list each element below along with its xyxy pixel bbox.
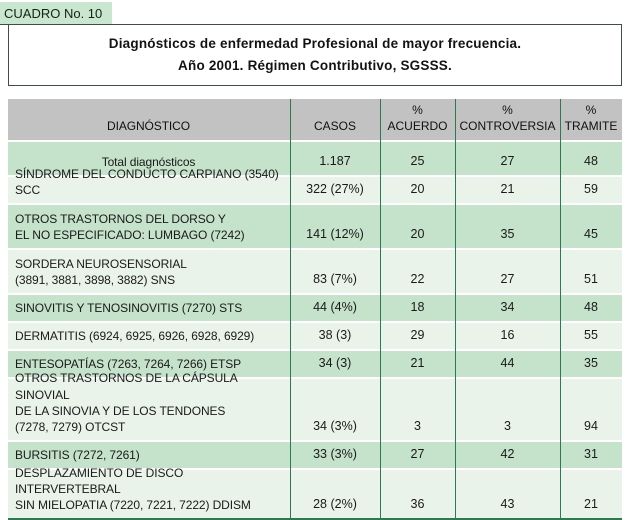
acuerdo-cell: 27	[410, 447, 425, 462]
acuerdo-cell: 29	[410, 328, 425, 343]
column-header-acuerdo: % ACUERDO	[387, 102, 448, 133]
diagnosis-cell: OTROS TRASTORNOS DE LA CÁPSULA SINOVIAL …	[15, 371, 237, 434]
acuerdo-cell: 3	[414, 419, 421, 434]
column-header-diagnostico: DIAGNÓSTICO	[107, 119, 190, 133]
tramite-cell: 21	[584, 497, 598, 512]
frequency-table: DIAGNÓSTICO CASOS % ACUERDO % CONTROVERS…	[8, 99, 622, 520]
table-row: Total diagnósticos 1.187 25 27 48	[8, 142, 622, 176]
diagnosis-cell: SORDERA NEUROSENSORIAL (3891, 3881, 3898…	[15, 256, 187, 287]
title-box: Diagnósticos de enfermedad Profesional d…	[8, 25, 622, 87]
controversia-cell: 21	[500, 182, 515, 197]
casos-cell: 34 (3)	[318, 356, 352, 371]
acuerdo-cell: 25	[410, 154, 425, 169]
controversia-cell: 3	[504, 419, 511, 434]
diagnosis-cell: Total diagnósticos	[101, 155, 196, 169]
diagnosis-cell: DESPLAZAMIENTO DE DISCO INTERVERTEBRAL S…	[15, 465, 251, 512]
controversia-cell: 34	[500, 300, 515, 315]
column-divider	[380, 99, 381, 519]
acuerdo-cell: 20	[410, 227, 425, 242]
casos-cell: 28 (2%)	[313, 497, 357, 512]
tramite-cell: 31	[584, 447, 598, 462]
diagnosis-cell: SÍNDROME DEL CONDUCTO CARPIANO (3540) SC…	[15, 167, 279, 197]
tramite-cell: 59	[584, 182, 598, 197]
acuerdo-cell: 21	[410, 356, 425, 371]
table-row: ENTESOPATÍAS (7263, 7264, 7266) ETSP 34 …	[8, 351, 622, 378]
controversia-cell: 16	[500, 328, 515, 343]
casos-cell: 1.187	[319, 154, 351, 169]
table-row: DERMATITIS (6924, 6925, 6926, 6928, 6929…	[8, 323, 622, 350]
title-line-1: Diagnósticos de enfermedad Profesional d…	[108, 36, 522, 51]
tramite-cell: 51	[584, 272, 598, 287]
column-header-tramite: % TRAMITE	[564, 102, 618, 133]
controversia-cell: 27	[500, 154, 515, 169]
table-row: SINOVITIS Y TENOSINOVITIS (7270) STS 44 …	[8, 295, 622, 322]
controversia-cell: 27	[500, 272, 515, 287]
tramite-cell: 94	[584, 419, 598, 434]
title-line-2: Año 2001. Régimen Contributivo, SGSSS.	[178, 57, 452, 73]
acuerdo-cell: 18	[410, 300, 425, 315]
tramite-cell: 48	[584, 300, 598, 315]
diagnosis-cell: ENTESOPATÍAS (7263, 7264, 7266) ETSP	[15, 357, 242, 371]
tramite-cell: 55	[584, 328, 598, 343]
column-header-controversia: % CONTROVERSIA	[459, 102, 556, 133]
column-divider	[455, 99, 456, 519]
casos-cell: 83 (7%)	[313, 272, 357, 287]
acuerdo-cell: 22	[410, 272, 425, 287]
diagnosis-cell: OTROS TRASTORNOS DEL DORSO Y EL NO ESPEC…	[15, 211, 245, 242]
casos-cell: 322 (27%)	[306, 182, 364, 197]
controversia-cell: 35	[500, 227, 515, 242]
table-header-row: DIAGNÓSTICO CASOS % ACUERDO % CONTROVERS…	[8, 99, 622, 141]
casos-cell: 38 (3)	[318, 328, 352, 343]
table-row: DESPLAZAMIENTO DE DISCO INTERVERTEBRAL S…	[8, 465, 622, 519]
column-divider	[560, 99, 561, 519]
table-row: OTROS TRASTORNOS DE LA CÁPSULA SINOVIAL …	[8, 371, 622, 441]
diagnosis-cell: BURSITIS (7272, 7261)	[15, 448, 140, 462]
diagnosis-cell: DERMATITIS (6924, 6925, 6926, 6928, 6929…	[15, 329, 255, 343]
table-row: BURSITIS (7272, 7261) 33 (3%) 27 42 31	[8, 442, 622, 469]
casos-cell: 33 (3%)	[313, 447, 357, 462]
cuadro-strip: CUADRO No. 10	[0, 2, 622, 25]
tramite-cell: 45	[584, 227, 598, 242]
controversia-cell: 44	[500, 356, 515, 371]
tramite-cell: 48	[584, 154, 598, 169]
table-row: SÍNDROME DEL CONDUCTO CARPIANO (3540) SC…	[8, 167, 622, 204]
column-header-casos: CASOS	[313, 119, 356, 133]
table-row: OTROS TRASTORNOS DEL DORSO Y EL NO ESPEC…	[8, 205, 622, 249]
acuerdo-cell: 36	[410, 497, 425, 512]
controversia-cell: 42	[500, 447, 515, 462]
table-row: SORDERA NEUROSENSORIAL (3891, 3881, 3898…	[8, 250, 622, 294]
controversia-cell: 43	[500, 497, 515, 512]
tramite-cell: 35	[584, 356, 598, 371]
diagnosis-cell: SINOVITIS Y TENOSINOVITIS (7270) STS	[15, 301, 243, 315]
cuadro-number-label: CUADRO No. 10	[0, 2, 113, 24]
acuerdo-cell: 20	[410, 182, 425, 197]
casos-cell: 141 (12%)	[306, 227, 364, 242]
casos-cell: 44 (4%)	[313, 300, 357, 315]
casos-cell: 34 (3%)	[313, 419, 357, 434]
column-divider	[290, 99, 291, 519]
